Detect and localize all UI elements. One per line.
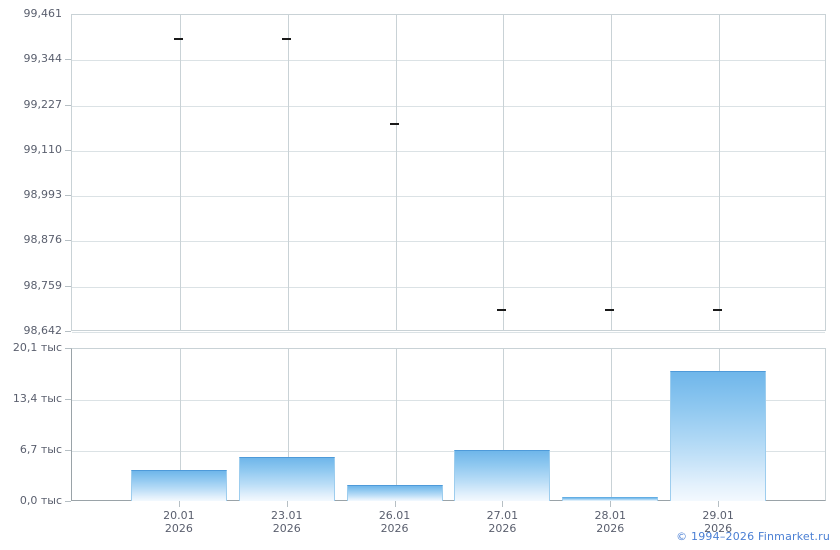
gridline bbox=[503, 15, 505, 330]
price-y-tick-label: 98,876 bbox=[23, 233, 63, 247]
gridline bbox=[72, 332, 825, 333]
axis-tick bbox=[65, 348, 71, 349]
volume-bar bbox=[670, 371, 766, 501]
x-tick-year: 2026 bbox=[596, 522, 625, 535]
volume-bar bbox=[239, 457, 335, 501]
x-tick-label: 27.01 2026 bbox=[452, 509, 552, 535]
gridline bbox=[503, 349, 505, 500]
axis-tick bbox=[179, 501, 180, 507]
gridline bbox=[72, 451, 825, 452]
axis-tick bbox=[65, 149, 71, 151]
price-marker bbox=[605, 309, 615, 311]
price-y-tick-label: 98,642 bbox=[23, 324, 63, 337]
price-plot-area bbox=[71, 14, 826, 333]
volume-bar bbox=[562, 497, 658, 501]
x-tick-label: 29.01 2026 bbox=[668, 509, 768, 535]
gridline bbox=[611, 349, 613, 500]
volume-y-tick-label: 13,4 тыс bbox=[12, 392, 62, 405]
price-y-tick-label: 99,227 bbox=[23, 97, 63, 111]
x-tick-date: 23.01 bbox=[270, 509, 303, 522]
gridline bbox=[72, 60, 825, 62]
axis-tick bbox=[65, 501, 71, 502]
volume-bar bbox=[454, 450, 550, 501]
price-marker bbox=[497, 309, 507, 311]
axis-tick bbox=[718, 501, 719, 507]
axis-tick bbox=[65, 450, 71, 451]
x-tick-year: 2026 bbox=[164, 522, 193, 535]
price-marker bbox=[173, 38, 183, 40]
volume-y-tick-label: 6,7 тыс bbox=[19, 443, 62, 456]
copyright-notice: © 1994–2026 Finmarket.ru bbox=[676, 530, 830, 543]
price-marker bbox=[713, 309, 723, 311]
x-tick-label: 28.01 2026 bbox=[560, 509, 660, 535]
volume-bar bbox=[347, 485, 443, 501]
x-tick-date: 28.01 bbox=[594, 509, 627, 522]
axis-tick bbox=[65, 285, 71, 287]
price-y-tick-label: 98,993 bbox=[23, 188, 63, 202]
price-y-tick-label: 98,759 bbox=[23, 278, 63, 292]
price-y-tick-label: 99,110 bbox=[23, 142, 63, 156]
x-tick-date: 27.01 bbox=[486, 509, 519, 522]
axis-tick bbox=[65, 240, 71, 242]
x-tick-label: 23.01 2026 bbox=[237, 509, 337, 535]
x-tick-year: 2026 bbox=[704, 522, 733, 535]
gridline bbox=[72, 241, 825, 243]
gridline bbox=[72, 150, 825, 152]
axis-tick bbox=[502, 501, 503, 507]
price-y-tick-label: 99,461 bbox=[23, 7, 63, 20]
gridline bbox=[179, 15, 181, 330]
gridline bbox=[719, 15, 721, 330]
axis-tick bbox=[65, 195, 71, 197]
gridline bbox=[72, 105, 825, 107]
gridline bbox=[287, 15, 289, 330]
gridline bbox=[395, 15, 397, 330]
x-tick-date: 29.01 bbox=[702, 509, 734, 522]
gridline bbox=[287, 349, 289, 500]
gridline bbox=[72, 400, 825, 401]
price-marker bbox=[281, 38, 291, 40]
x-tick-label: 26.01 2026 bbox=[345, 509, 445, 535]
gridline bbox=[395, 349, 397, 500]
axis-tick bbox=[65, 59, 71, 61]
axis-tick bbox=[65, 104, 71, 106]
gridline bbox=[72, 196, 825, 198]
axis-tick bbox=[395, 501, 396, 507]
volume-bar bbox=[131, 470, 227, 501]
gridline bbox=[611, 15, 613, 330]
x-tick-year: 2026 bbox=[380, 522, 409, 535]
x-tick-date: 20.01 bbox=[163, 509, 195, 522]
x-tick-year: 2026 bbox=[488, 522, 517, 535]
axis-tick bbox=[610, 501, 611, 507]
axis-tick bbox=[65, 331, 71, 332]
x-tick-date: 26.01 bbox=[378, 509, 411, 522]
axis-tick bbox=[65, 399, 71, 400]
gridline bbox=[179, 349, 181, 500]
gridline bbox=[72, 286, 825, 288]
price-y-tick-label: 99,344 bbox=[23, 52, 63, 66]
x-tick-year: 2026 bbox=[272, 522, 301, 535]
price-marker bbox=[389, 123, 399, 125]
volume-y-tick-label: 0,0 тыс bbox=[19, 494, 62, 507]
volume-y-tick-label: 20,1 тыс bbox=[12, 341, 62, 354]
axis-tick bbox=[287, 501, 288, 507]
x-tick-label: 20.01 2026 bbox=[129, 509, 229, 535]
